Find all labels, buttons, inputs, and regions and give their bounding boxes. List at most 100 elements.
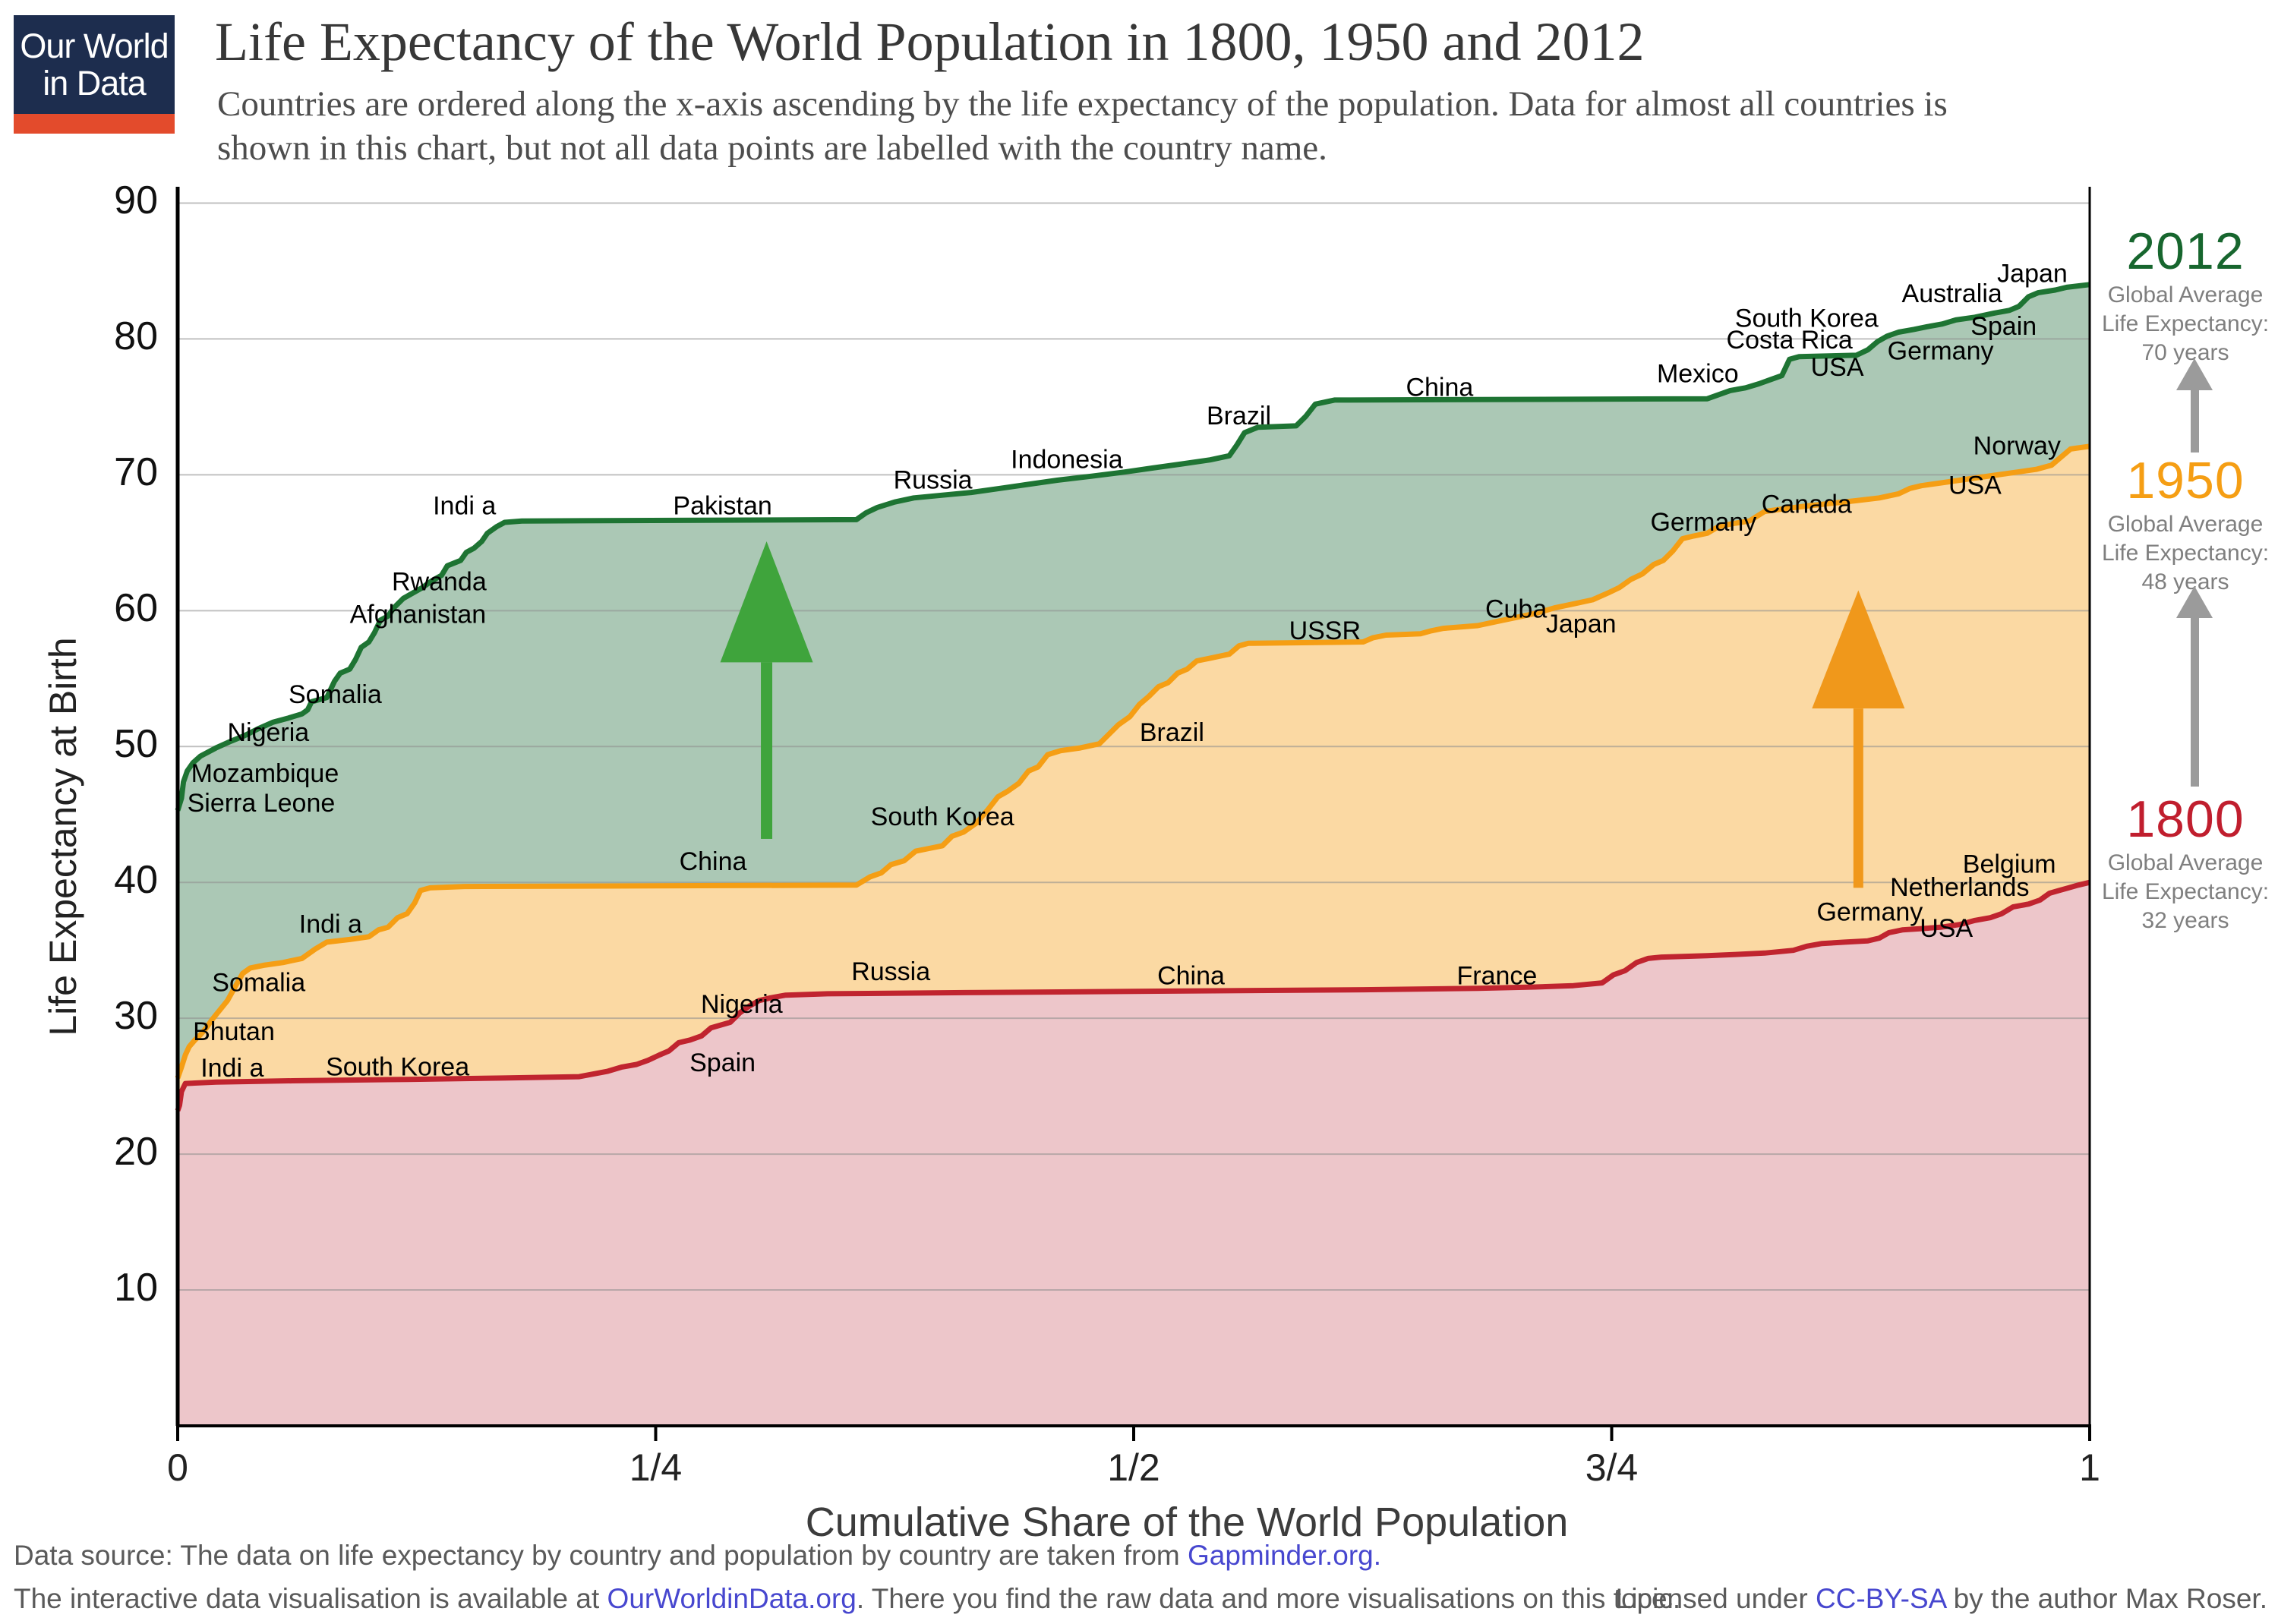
- country-label-1800: Netherlands: [1890, 873, 2029, 902]
- country-label-1950: Indi a: [299, 910, 362, 938]
- arrow-shaft: [2190, 390, 2199, 453]
- annotation-2012: 2012 Global Average Life Expectancy: 70 …: [2097, 222, 2273, 367]
- y-tick-label-10: 10: [114, 1266, 158, 1310]
- footer-data-source: Data source: The data on life expectancy…: [14, 1540, 1381, 1572]
- country-label-1950: Norway: [1974, 432, 2061, 461]
- country-label-1800: Indi a: [200, 1054, 263, 1083]
- country-label-1950: USA: [1948, 471, 2002, 500]
- y-tick-label-30: 30: [114, 994, 158, 1038]
- y-tick-label-40: 40: [114, 858, 158, 902]
- x-tick-label-0: 0: [167, 1446, 188, 1489]
- country-label-1800: Spain: [689, 1049, 756, 1077]
- cc-by-sa-link[interactable]: CC-BY-SA: [1815, 1583, 1946, 1614]
- subtitle-line-1: Countries are ordered along the x-axis a…: [217, 84, 1948, 124]
- x-tick-label-1/4: 1/4: [629, 1446, 683, 1489]
- country-label-2012: Costa Rica: [1727, 326, 1853, 355]
- country-label-2012: Australia: [1902, 279, 2002, 308]
- country-label-1950: Bhutan: [193, 1017, 275, 1046]
- country-label-2012: Russia: [894, 465, 973, 494]
- annotation-1800: 1800 Global Average Life Expectancy: 32 …: [2097, 790, 2273, 935]
- y-tick-label-60: 60: [114, 586, 158, 630]
- green-up-arrow-head: [720, 541, 813, 663]
- footer-visualisation-note: The interactive data visualisation is av…: [14, 1583, 1680, 1615]
- country-label-2012: Japan: [1997, 259, 2068, 288]
- orange-up-arrow-head: [1812, 590, 1905, 709]
- country-label-2012: Somalia: [289, 680, 382, 709]
- x-tick-label-1: 1: [2079, 1446, 2100, 1489]
- country-label-1800: Germany: [1816, 897, 1923, 926]
- country-label-2012: Mozambique: [191, 759, 339, 788]
- arrow-shaft: [2190, 618, 2199, 787]
- country-label-1950: Cuba: [1485, 594, 1547, 623]
- annotation-1950-line-1: Global Average: [2107, 512, 2264, 537]
- country-label-1800: France: [1456, 961, 1537, 990]
- page-title: Life Expectancy of the World Population …: [215, 11, 1645, 72]
- country-label-2012: Spain: [1970, 312, 2037, 341]
- annotation-2012-year: 2012: [2126, 222, 2245, 280]
- country-label-1950: Germany: [1650, 508, 1756, 537]
- country-label-1800: China: [1157, 961, 1225, 990]
- subtitle-line-2: shown in this chart, but not all data po…: [217, 128, 1327, 168]
- country-label-2012: Afghanistan: [350, 600, 487, 629]
- country-label-1950: Japan: [1546, 610, 1617, 639]
- country-label-2012: China: [1406, 374, 1473, 402]
- country-label-2012: Brazil: [1207, 402, 1271, 430]
- country-label-2012: Germany: [1888, 336, 1994, 365]
- logo-red-bar: [14, 114, 175, 134]
- country-label-2012: South Korea: [1735, 304, 1879, 333]
- annotation-1950-year: 1950: [2126, 452, 2245, 509]
- annotation-1950: 1950 Global Average Life Expectancy: 48 …: [2097, 451, 2273, 597]
- country-label-1950: USSR: [1289, 616, 1361, 645]
- country-label-2012: Indi a: [433, 491, 496, 520]
- x-axis-title: Cumulative Share of the World Population: [806, 1499, 1569, 1545]
- country-label-1800: USA: [1920, 914, 1973, 943]
- country-label-2012: Indonesia: [1011, 445, 1123, 474]
- line-2012: [175, 282, 2090, 812]
- annotation-1800-line-3: 32 years: [2141, 908, 2229, 933]
- country-label-1950: Somalia: [212, 968, 305, 997]
- gray-up-arrow-icon: [2176, 358, 2213, 453]
- y-tick-label-20: 20: [114, 1130, 158, 1174]
- logo-line-1: Our World: [20, 27, 169, 65]
- country-label-1950: South Korea: [871, 803, 1014, 831]
- license-text: Licensed under: [1615, 1583, 1816, 1614]
- country-label-1800: Belgium: [1963, 850, 2056, 879]
- y-tick-label-70: 70: [114, 450, 158, 494]
- y-tick-label-90: 90: [114, 178, 158, 222]
- arrow-head: [2176, 586, 2213, 618]
- country-label-1950: Brazil: [1140, 718, 1204, 747]
- annotation-1800-year: 1800: [2126, 790, 2245, 848]
- country-label-1800: Nigeria: [701, 990, 783, 1019]
- orange-up-arrow-shaft: [1853, 708, 1863, 888]
- country-label-2012: Mexico: [1657, 360, 1739, 389]
- license-suffix: by the author Max Roser.: [1945, 1583, 2267, 1614]
- country-label-1950: China: [680, 847, 747, 876]
- annotation-1800-line-2: Life Expectancy:: [2101, 879, 2270, 904]
- ourworldindata-link[interactable]: OurWorldinData.org: [607, 1583, 857, 1614]
- footer-line1-text: Data source: The data on life expectancy…: [14, 1540, 1188, 1571]
- annotation-1950-line-2: Life Expectancy:: [2101, 541, 2270, 566]
- footer-line2-suffix: . There you find the raw data and more v…: [856, 1583, 1681, 1614]
- annotation-1800-line-1: Global Average: [2107, 850, 2264, 875]
- gray-up-arrow-icon: [2176, 586, 2213, 787]
- annotation-2012-line-2: Life Expectancy:: [2101, 311, 2270, 336]
- country-label-1800: Russia: [851, 957, 930, 986]
- country-label-1800: South Korea: [326, 1052, 469, 1081]
- country-label-2012: USA: [1811, 353, 1864, 382]
- country-label-2012: Pakistan: [673, 491, 771, 520]
- gapminder-link[interactable]: Gapminder.org.: [1188, 1540, 1382, 1571]
- line-1800: [175, 879, 2090, 1112]
- country-label-1950: Canada: [1762, 490, 1852, 519]
- our-world-in-data-logo: Our World in Data: [14, 15, 175, 114]
- logo-line-2: in Data: [43, 64, 147, 102]
- annotation-2012-line-1: Global Average: [2107, 282, 2264, 307]
- x-tick-label-1/2: 1/2: [1107, 1446, 1160, 1489]
- green-up-arrow-shaft: [761, 662, 773, 839]
- country-label-2012: Nigeria: [228, 718, 310, 747]
- line-1950: [175, 443, 2090, 1080]
- y-tick-label-80: 80: [114, 314, 158, 358]
- footer-line2-text: The interactive data visualisation is av…: [14, 1583, 607, 1614]
- arrow-head: [2176, 358, 2213, 390]
